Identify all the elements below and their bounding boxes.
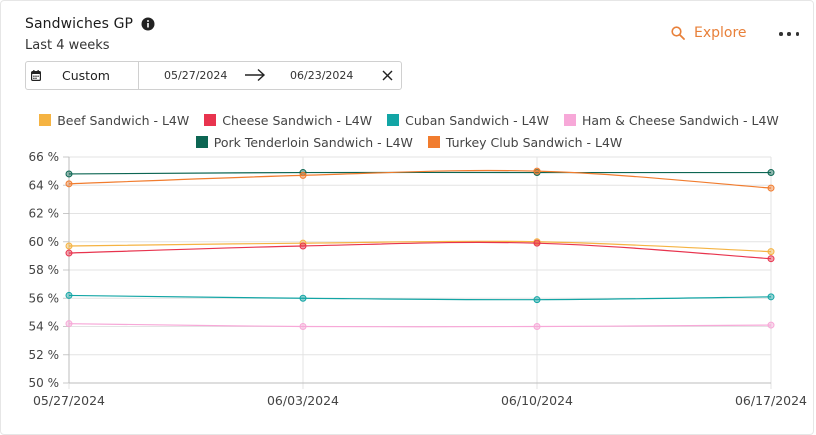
more-options-icon[interactable] <box>779 25 799 43</box>
legend-label: Pork Tenderloin Sandwich - L4W <box>213 134 413 150</box>
data-point <box>767 184 775 192</box>
series-line <box>68 169 772 189</box>
data-point <box>65 170 73 178</box>
search-icon <box>671 26 685 40</box>
data-point <box>65 180 73 188</box>
legend-item-cheese[interactable]: Cheese Sandwich - L4W <box>204 110 372 130</box>
start-date-input[interactable]: 05/27/2024 <box>164 69 228 82</box>
legend-item-turkey-club[interactable]: Turkey Club Sandwich - L4W <box>427 132 623 152</box>
y-tick-label: 50 % <box>29 376 60 390</box>
data-point <box>767 248 775 256</box>
y-tick-label: 54 % <box>29 320 60 334</box>
series-line <box>68 241 772 260</box>
series-line <box>68 323 772 328</box>
data-point <box>533 167 541 175</box>
y-tick-label: 66 % <box>29 150 60 164</box>
close-icon[interactable] <box>382 70 393 81</box>
data-point <box>533 239 541 247</box>
data-point <box>767 255 775 263</box>
legend-row-1: Beef Sandwich - L4W Cheese Sandwich - L4… <box>1 110 816 130</box>
legend-item-beef[interactable]: Beef Sandwich - L4W <box>39 110 189 130</box>
series-line <box>68 171 771 175</box>
line-chart: 50 % 52 % 54 % 56 % 58 % 60 % 62 % 64 % 66 % 05/2… <box>29 150 808 408</box>
arrow-right-icon <box>245 68 266 82</box>
data-point <box>533 296 541 304</box>
end-date-input[interactable]: 06/23/2024 <box>290 69 354 82</box>
y-tick-label: 52 % <box>29 348 60 362</box>
page-title: Sandwiches GP <box>25 16 134 32</box>
data-point <box>299 171 307 179</box>
legend-label: Ham & Cheese Sandwich - L4W <box>581 112 779 128</box>
x-tick-label: 06/03/2024 <box>267 393 339 408</box>
info-icon[interactable] <box>141 17 155 31</box>
legend-label: Cheese Sandwich - L4W <box>222 112 373 128</box>
date-range-picker[interactable]: Custom 05/27/2024 06/23/2024 <box>25 61 402 90</box>
legend-label: Turkey Club Sandwich - L4W <box>445 134 623 150</box>
legend-label: Beef Sandwich - L4W <box>57 112 190 128</box>
data-point <box>767 293 775 301</box>
legend-swatch <box>195 136 208 148</box>
series-line <box>68 294 772 301</box>
explore-button[interactable]: Explore <box>671 25 747 41</box>
y-tick-label: 60 % <box>29 235 60 249</box>
y-tick-label: 62 % <box>29 207 60 221</box>
data-point <box>65 320 73 328</box>
legend-row-2: Pork Tenderloin Sandwich - L4W Turkey Cl… <box>1 132 816 152</box>
data-point <box>65 242 73 250</box>
data-point <box>533 323 541 330</box>
date-preset-label: Custom <box>62 68 110 83</box>
chart-legend: Beef Sandwich - L4W Cheese Sandwich - L4… <box>1 110 816 154</box>
y-tick-label: 58 % <box>29 263 60 277</box>
data-point <box>767 321 775 329</box>
legend-item-cuban[interactable]: Cuban Sandwich - L4W <box>387 110 549 130</box>
explore-label: Explore <box>694 25 747 41</box>
legend-swatch <box>387 114 400 126</box>
legend-swatch <box>39 114 52 126</box>
x-tick-label: 05/27/2024 <box>33 393 105 408</box>
subtitle: Last 4 weeks <box>25 38 110 53</box>
data-point <box>299 242 307 250</box>
x-tick-label: 06/17/2024 <box>735 393 807 408</box>
legend-item-ham-cheese[interactable]: Ham & Cheese Sandwich - L4W <box>563 110 779 130</box>
data-point <box>65 291 73 299</box>
calendar-icon <box>31 70 41 81</box>
legend-swatch <box>427 136 440 148</box>
y-tick-label: 56 % <box>29 291 60 305</box>
title-row: Sandwiches GP <box>25 16 155 32</box>
data-point <box>65 249 73 257</box>
legend-label: Cuban Sandwich - L4W <box>405 112 549 128</box>
date-preset-select[interactable]: Custom <box>26 62 139 89</box>
y-tick-label: 64 % <box>29 178 60 192</box>
data-point <box>767 169 775 177</box>
legend-item-pork-tenderloin[interactable]: Pork Tenderloin Sandwich - L4W <box>195 132 413 152</box>
legend-swatch <box>204 114 217 126</box>
series-line <box>68 240 772 253</box>
x-tick-label: 06/10/2024 <box>501 393 573 408</box>
data-point <box>299 323 307 330</box>
data-point <box>299 294 307 302</box>
legend-swatch <box>563 114 576 126</box>
